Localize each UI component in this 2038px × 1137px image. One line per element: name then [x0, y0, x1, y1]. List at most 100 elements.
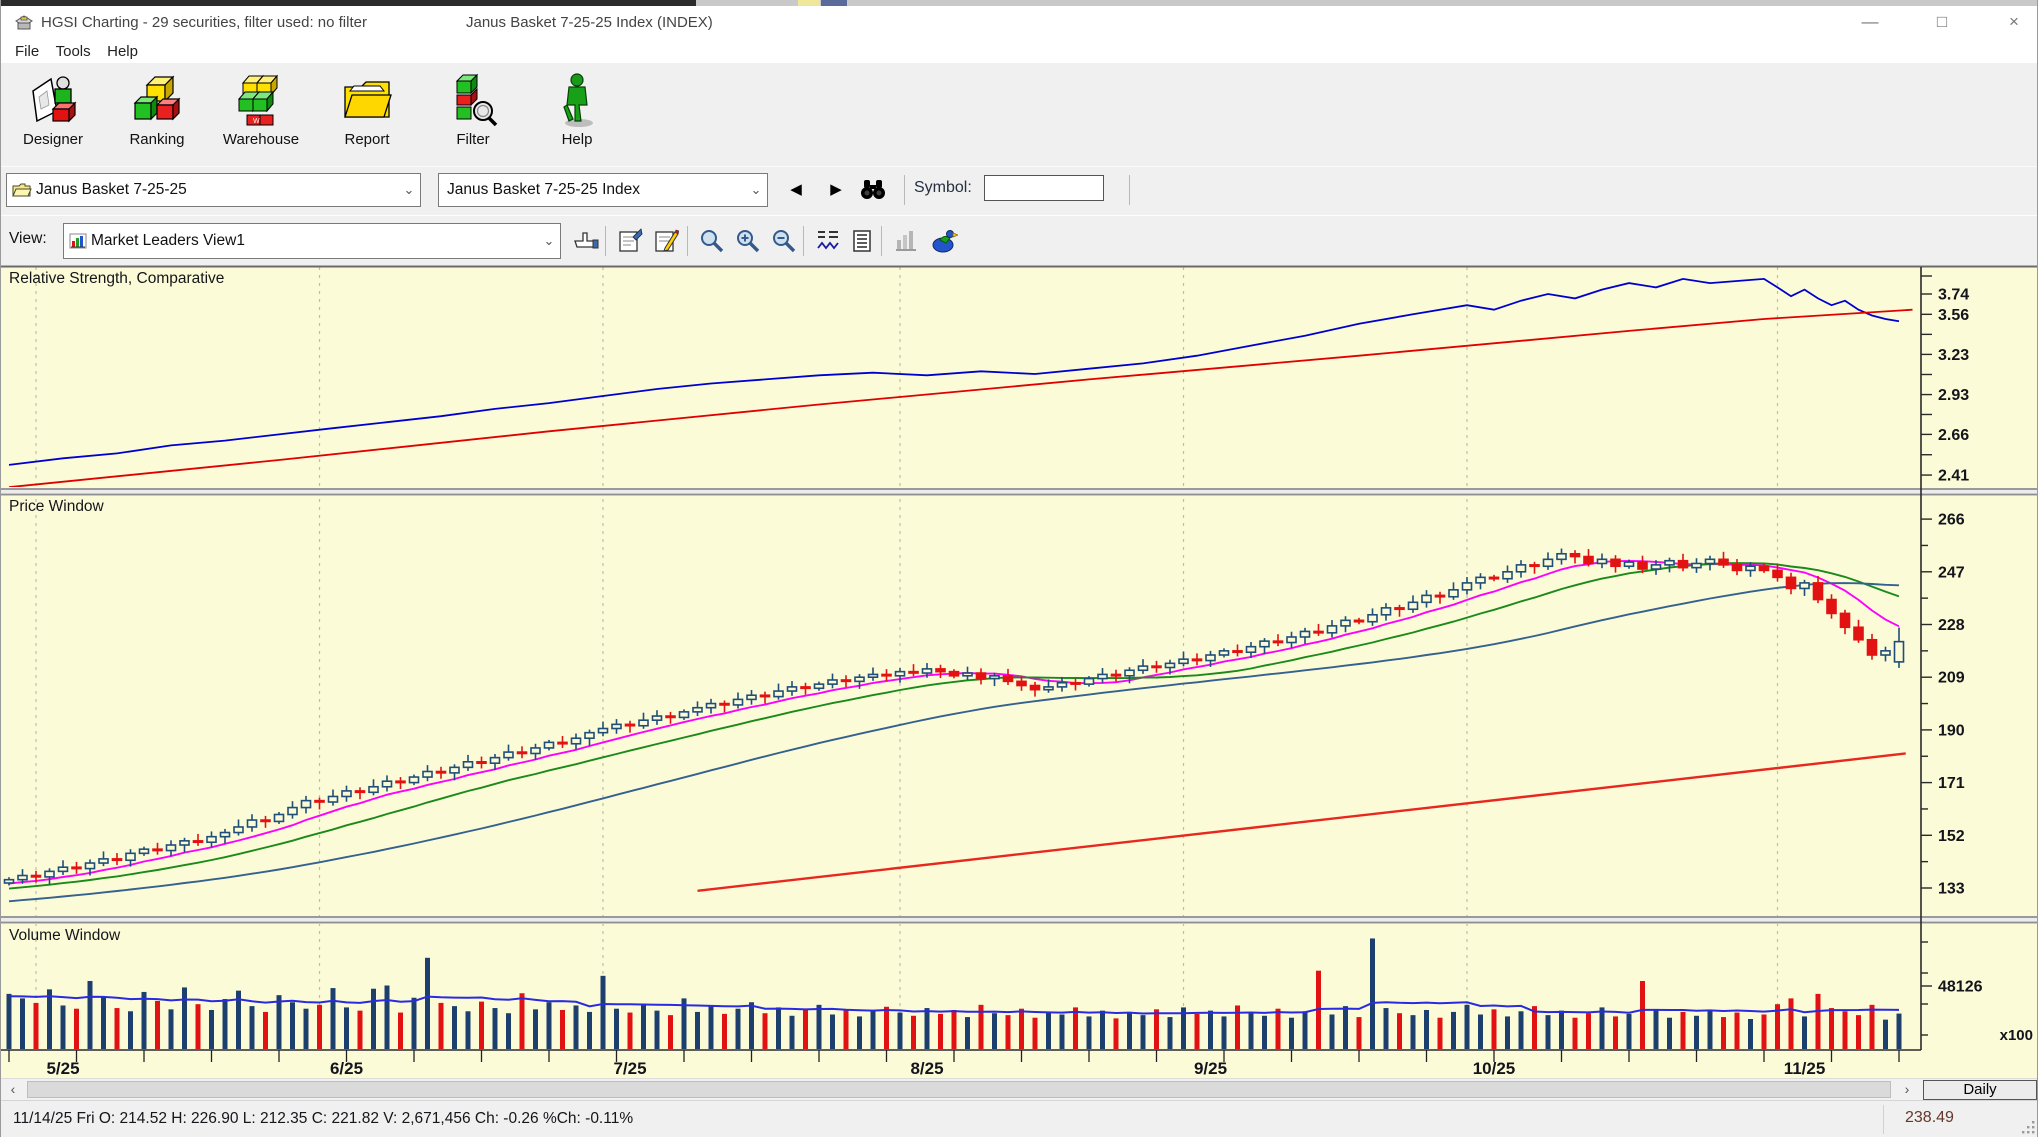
axis-label: 2.66	[1938, 427, 1969, 444]
designer-button[interactable]: Designer	[5, 69, 101, 163]
axis-label: 209	[1938, 670, 1965, 687]
next-security-button[interactable]: ▶	[830, 181, 842, 198]
background-window-yellow	[798, 0, 820, 6]
status-divider	[1883, 1105, 1884, 1134]
view-label: View:	[9, 230, 47, 247]
warehouse-button[interactable]: W Warehouse	[213, 69, 309, 163]
chart-canvas[interactable]: 3.74 3.56 3.23 2.93 2.66 2.41 266 247 228 209 190 1…	[1, 265, 2038, 1078]
toolbar-button-label: Filter	[456, 131, 490, 148]
axis-label: 133	[1938, 881, 1965, 898]
resize-grip[interactable]	[2022, 1121, 2036, 1135]
warehouse-icon: W	[237, 74, 279, 126]
close-button[interactable]: ×	[2009, 12, 2019, 31]
help-button[interactable]: Help	[529, 69, 625, 163]
zoom-out-icon	[773, 230, 796, 253]
scroll-right-button[interactable]: ›	[1904, 1081, 1910, 1097]
minimize-button[interactable]: —	[1861, 12, 1879, 31]
chart-properties-button[interactable]	[615, 226, 645, 256]
price-trendline	[697, 752, 1906, 892]
month-label: 6/25	[330, 1059, 363, 1078]
basket-dropdown-value: Janus Basket 7-25-25	[36, 181, 187, 198]
status-right-value: 238.49	[1905, 1109, 1954, 1126]
index-dropdown[interactable]: Janus Basket 7-25-25 Index ⌄	[438, 173, 768, 207]
ranking-button[interactable]: Ranking	[109, 69, 205, 163]
basket-dropdown[interactable]: Janus Basket 7-25-25 ⌄	[6, 173, 421, 207]
axis-label: 152	[1938, 828, 1965, 845]
zoom-in-button[interactable]	[733, 226, 763, 256]
volume-multiplier-label: x100	[2000, 1027, 2033, 1044]
edit-properties-icon	[655, 229, 679, 252]
report-button[interactable]: Report	[319, 69, 415, 163]
view-dropdown[interactable]: Market Leaders View1 ⌄	[63, 223, 561, 259]
main-toolbar: Designer Ranking	[1, 63, 2037, 167]
hgsi-swan-button[interactable]	[929, 226, 959, 256]
candles	[3, 548, 1905, 886]
month-label: 7/25	[613, 1059, 646, 1078]
panel-separator	[1, 916, 2037, 924]
previous-security-button[interactable]: ◀	[790, 181, 802, 198]
zoom-icon	[701, 230, 724, 253]
zoom-out-button[interactable]	[769, 226, 799, 256]
scroll-left-button[interactable]: ‹	[10, 1081, 16, 1097]
month-label: 5/25	[46, 1059, 79, 1078]
folder-icon	[12, 183, 32, 197]
toolbar-button-label: Ranking	[129, 131, 185, 148]
menu-file[interactable]: File	[15, 43, 40, 60]
chevron-down-icon: ⌄	[403, 182, 415, 197]
background-window-blue	[821, 0, 847, 6]
indicator-lines-icon	[817, 231, 839, 250]
background-window-strip	[1, 0, 2037, 6]
axis-label: 266	[1938, 512, 1965, 529]
period-daily-button[interactable]: Daily	[1923, 1080, 2037, 1100]
scrollbar-thumb[interactable]	[27, 1081, 1891, 1098]
designer-icon	[32, 76, 77, 123]
toolbar-separator	[881, 226, 882, 256]
axis-label: 48126	[1938, 979, 1983, 996]
axis-label: 190	[1938, 722, 1965, 739]
maximize-button[interactable]: □	[1936, 12, 1948, 31]
index-dropdown-value: Janus Basket 7-25-25 Index	[447, 181, 641, 198]
month-label: 9/25	[1194, 1059, 1227, 1078]
background-window-dark	[1, 0, 696, 6]
price-panel-title: Price Window	[9, 498, 104, 515]
menu-help[interactable]: Help	[107, 43, 138, 60]
data-sheet-button[interactable]	[847, 226, 877, 256]
symbol-input[interactable]	[984, 175, 1104, 201]
filter-button[interactable]: Filter	[425, 69, 521, 163]
panel-separator	[1, 488, 2037, 496]
edit-properties-button[interactable]	[651, 226, 681, 256]
axis-label: 247	[1938, 564, 1965, 581]
chart-properties-icon	[619, 228, 643, 252]
axis-label: 171	[1938, 775, 1965, 792]
status-bar: 11/14/25 Fri O: 214.52 H: 226.90 L: 212.…	[1, 1100, 2037, 1137]
chart-view-icon	[69, 233, 87, 249]
title-bar: HGSI Charting - 29 securities, filter us…	[1, 6, 2037, 41]
toolbar-separator	[904, 175, 905, 205]
zoom-in-icon	[737, 230, 760, 253]
binoculars-icon	[861, 180, 885, 199]
chart-disabled-button[interactable]	[891, 226, 921, 256]
chart-disabled-icon	[896, 231, 916, 251]
status-ohlc-text: 11/14/25 Fri O: 214.52 H: 226.90 L: 212.…	[13, 1110, 634, 1127]
menu-tools[interactable]: Tools	[55, 43, 91, 60]
apply-view-button[interactable]	[571, 226, 601, 256]
axis-label: 3.56	[1938, 307, 1969, 324]
indicator-lines-button[interactable]	[813, 226, 843, 256]
window-title: HGSI Charting - 29 securities, filter us…	[41, 14, 367, 31]
volume-ma-line	[8, 995, 1900, 1015]
window-subtitle: Janus Basket 7-25-25 Index (INDEX)	[466, 14, 713, 31]
find-symbol-button[interactable]	[859, 177, 887, 206]
view-dropdown-value: Market Leaders View1	[91, 232, 245, 249]
toolbar-button-label: Warehouse	[222, 131, 300, 148]
axis-label: 2.93	[1938, 387, 1969, 404]
zoom-button[interactable]	[697, 226, 727, 256]
horizontal-scrollbar[interactable]: ‹ › Daily	[1, 1078, 2037, 1101]
rs-panel-title: Relative Strength, Comparative	[9, 270, 225, 287]
comparative-index-line	[8, 308, 1913, 487]
filter-icon	[455, 73, 498, 127]
toolbar-separator	[605, 226, 606, 256]
ma-mid-line	[8, 562, 1900, 890]
chevron-down-icon: ⌄	[543, 233, 555, 248]
menu-bar: File Tools Help	[1, 40, 2037, 63]
data-sheet-icon	[853, 230, 871, 252]
